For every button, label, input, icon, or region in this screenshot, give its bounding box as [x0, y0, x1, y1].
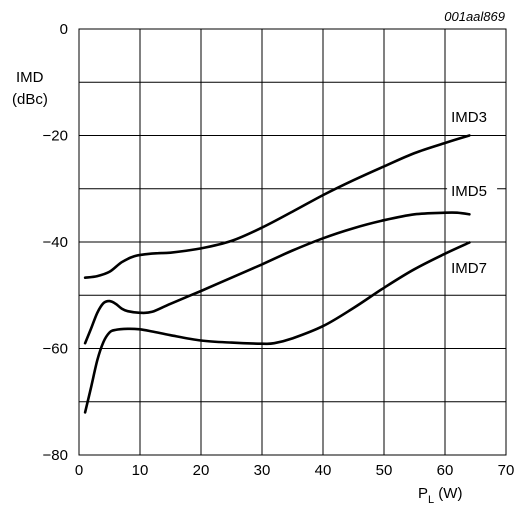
series-label-background: [447, 108, 498, 128]
y-axis-label-line2: (dBc): [12, 91, 48, 108]
y-tick-label: −40: [43, 234, 68, 251]
series-label-imd3: IMD3: [451, 109, 487, 126]
y-axis-label-line1: IMD: [16, 69, 44, 86]
x-tick-label: 20: [193, 462, 210, 479]
series-line-imd3: [83, 134, 471, 279]
series-label-background: [447, 258, 498, 278]
x-tick-label: 60: [437, 462, 454, 479]
x-tick-label: 10: [132, 462, 149, 479]
x-tick-label: 40: [315, 462, 332, 479]
x-tick-label: 30: [254, 462, 271, 479]
y-tick-label: −80: [43, 447, 68, 464]
x-tick-label: 0: [75, 462, 83, 479]
x-axis-label-sub: L: [428, 494, 434, 506]
x-axis-label-main: P: [418, 485, 428, 502]
series-line-imd7: [83, 241, 471, 414]
y-tick-label: −20: [43, 128, 68, 145]
y-tick-labels: 0 −20 −40 −60 −80: [43, 21, 68, 464]
figure-id: 001aal869: [444, 9, 505, 24]
series-label-imd7: IMD7: [451, 260, 487, 277]
series-line-imd5: [83, 211, 471, 345]
plot-frame: [78, 28, 507, 456]
y-tick-label: 0: [60, 21, 68, 38]
series-label-imd5: IMD5: [451, 183, 487, 200]
grid-lines: [79, 29, 506, 455]
x-axis-label-unit: (W): [434, 485, 462, 502]
x-tick-label: 70: [498, 462, 515, 479]
series-label-background: [447, 182, 498, 202]
series-lines: [83, 134, 471, 414]
y-tick-label: −60: [43, 341, 68, 358]
x-tick-labels: 0 10 20 30 40 50 60 70: [75, 462, 515, 479]
series-labels: IMD3 IMD5 IMD7: [447, 108, 498, 278]
x-axis-label: PL (W): [418, 485, 462, 506]
x-tick-label: 50: [376, 462, 393, 479]
